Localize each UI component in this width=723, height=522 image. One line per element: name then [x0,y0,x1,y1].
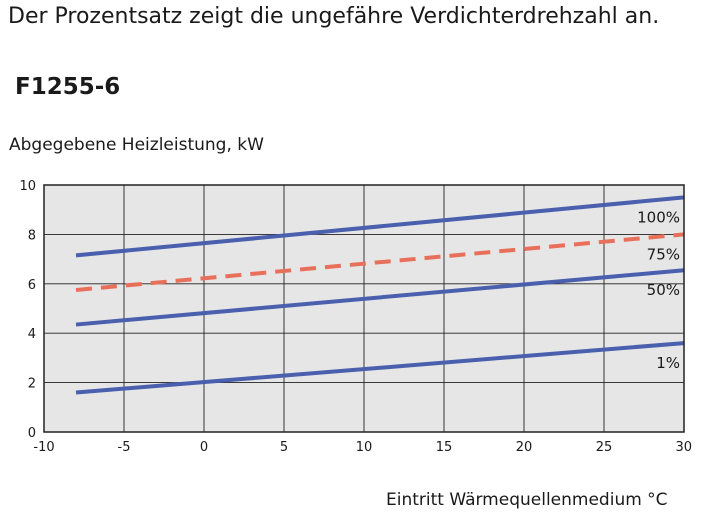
y-tick-label: 10 [19,179,36,194]
x-tick-label: -5 [118,440,131,455]
series-label: 1% [656,354,680,372]
intro-text: Der Prozentsatz zeigt die ungefähre Verd… [8,4,660,29]
plot-frame [43,184,685,433]
series-line-50pct [75,268,685,327]
x-axis-label: Eintritt Wärmequellenmedium °C [386,490,668,510]
x-tick-label: 0 [200,440,208,455]
series-line-75pct [75,232,685,292]
x-tick-label: 25 [596,440,613,455]
x-tick-label: 20 [516,440,533,455]
y-tick-label: 2 [28,377,36,392]
series-labels: 100% 75% 50% 1% [637,208,680,372]
x-tick-label: 10 [356,440,373,455]
y-tick-label: 0 [28,426,36,441]
series-line-1pct [75,341,685,395]
tick-labels: -10 -5 0 5 10 15 20 25 30 0 2 4 6 8 10 [19,179,692,455]
y-axis-label: Abgegebene Heizleistung, kW [9,135,264,155]
x-tick-label: 30 [675,440,692,455]
series-label: 100% [637,208,680,226]
y-tick-label: 4 [28,327,36,342]
x-tick-label: 5 [280,440,288,455]
series-label: 75% [647,245,680,263]
y-tick-label: 8 [28,228,36,243]
model-title: F1255-6 [15,74,121,100]
series-line-100pct [75,195,685,258]
series-label: 50% [647,281,680,299]
x-tick-label: -10 [33,440,54,455]
x-tick-label: 15 [436,440,453,455]
series-lines [75,195,685,395]
y-tick-label: 6 [28,278,36,293]
